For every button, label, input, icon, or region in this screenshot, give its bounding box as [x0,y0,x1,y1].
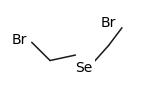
Text: Se: Se [75,61,92,75]
Text: Br: Br [11,33,27,47]
Text: Br: Br [101,16,116,30]
